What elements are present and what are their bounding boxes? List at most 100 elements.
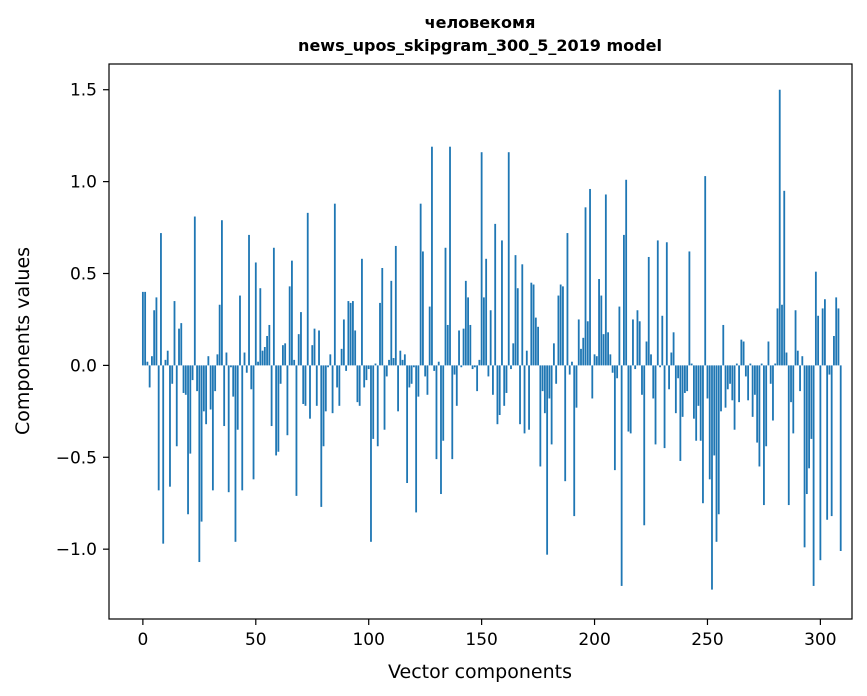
bar-series [141, 89, 842, 590]
bar-308 [837, 308, 840, 366]
bar-145 [469, 324, 472, 366]
bar-276 [765, 365, 768, 447]
bar-140 [458, 330, 460, 366]
bar-176 [539, 365, 542, 467]
bar-200 [593, 354, 596, 366]
bar-15 [175, 365, 178, 447]
bar-146 [471, 365, 474, 370]
bar-303 [826, 365, 829, 520]
bar-126 [426, 365, 429, 395]
bar-241 [686, 365, 689, 392]
bar-224 [647, 256, 650, 366]
bar-17 [180, 323, 183, 366]
bar-123 [419, 203, 422, 366]
bar-110 [390, 280, 393, 366]
bar-9 [162, 365, 165, 544]
bar-128 [431, 146, 433, 366]
bar-35 [221, 220, 223, 366]
bar-37 [225, 352, 228, 366]
bar-60 [277, 365, 280, 452]
chart-title-line1: человекомя [425, 13, 536, 32]
bar-212 [620, 365, 623, 586]
bar-79 [320, 365, 323, 507]
bar-197 [586, 321, 589, 366]
x-tick-label: 300 [804, 630, 836, 650]
bar-104 [376, 365, 379, 447]
bar-233 [668, 365, 670, 390]
bar-151 [482, 297, 485, 366]
bar-283 [781, 304, 783, 366]
bar-113 [397, 365, 399, 412]
bar-41 [234, 365, 237, 542]
bar-191 [573, 365, 576, 517]
bar-108 [385, 365, 388, 377]
bar-143 [464, 280, 467, 366]
bar-115 [401, 359, 404, 366]
bar-109 [388, 359, 390, 366]
x-tick-label: 50 [245, 630, 267, 650]
bar-16 [178, 328, 180, 366]
bar-254 [715, 365, 718, 542]
bar-20 [187, 365, 189, 515]
bar-127 [428, 306, 431, 366]
bar-131 [437, 361, 440, 366]
bar-223 [645, 341, 648, 366]
bar-163 [510, 365, 512, 370]
bar-31 [211, 365, 214, 491]
bar-235 [672, 332, 675, 366]
bar-142 [462, 328, 465, 366]
bar-171 [528, 365, 530, 430]
bar-261 [731, 365, 734, 401]
bar-8 [160, 233, 162, 366]
bar-40 [232, 365, 235, 397]
bar-293 [803, 365, 806, 548]
bar-144 [467, 297, 469, 366]
bar-84 [331, 365, 334, 414]
bar-48 [250, 365, 253, 390]
bar-85 [333, 203, 336, 366]
bar-231 [663, 365, 666, 449]
bar-226 [652, 365, 655, 399]
bar-119 [410, 365, 413, 384]
bar-122 [417, 365, 420, 397]
bar-279 [772, 365, 774, 421]
bar-117 [406, 365, 409, 484]
x-tick-label: 0 [137, 630, 148, 650]
bar-106 [381, 267, 384, 366]
bar-245 [695, 365, 698, 441]
bar-76 [313, 328, 316, 366]
bar-292 [801, 356, 804, 366]
y-axis-label: Components values [12, 247, 34, 435]
bar-29 [207, 356, 210, 366]
bar-61 [279, 365, 282, 384]
bar-270 [751, 365, 754, 417]
bar-49 [252, 365, 255, 480]
bar-82 [327, 365, 329, 368]
bar-100 [367, 365, 370, 370]
bar-215 [627, 365, 630, 432]
bar-288 [792, 365, 795, 434]
bar-228 [656, 240, 659, 366]
bar-269 [749, 363, 752, 366]
bar-95 [356, 365, 359, 403]
bar-187 [564, 365, 567, 482]
bar-45 [243, 352, 246, 366]
bar-266 [742, 341, 745, 366]
bar-184 [557, 295, 560, 366]
bar-264 [738, 365, 740, 403]
bar-258 [724, 365, 727, 408]
bar-217 [632, 319, 634, 366]
bar-185 [559, 284, 562, 366]
bar-156 [494, 223, 497, 366]
bar-105 [379, 302, 381, 366]
bar-167 [519, 365, 521, 425]
y-tick-label: 0.5 [70, 265, 97, 285]
bar-88 [340, 348, 343, 366]
bar-157 [496, 365, 499, 425]
bar-268 [747, 365, 750, 401]
bar-18 [182, 365, 185, 393]
bar-26 [200, 365, 203, 522]
x-axis-label: Vector components [388, 661, 572, 683]
bar-90 [345, 365, 348, 371]
bar-210 [616, 365, 619, 379]
